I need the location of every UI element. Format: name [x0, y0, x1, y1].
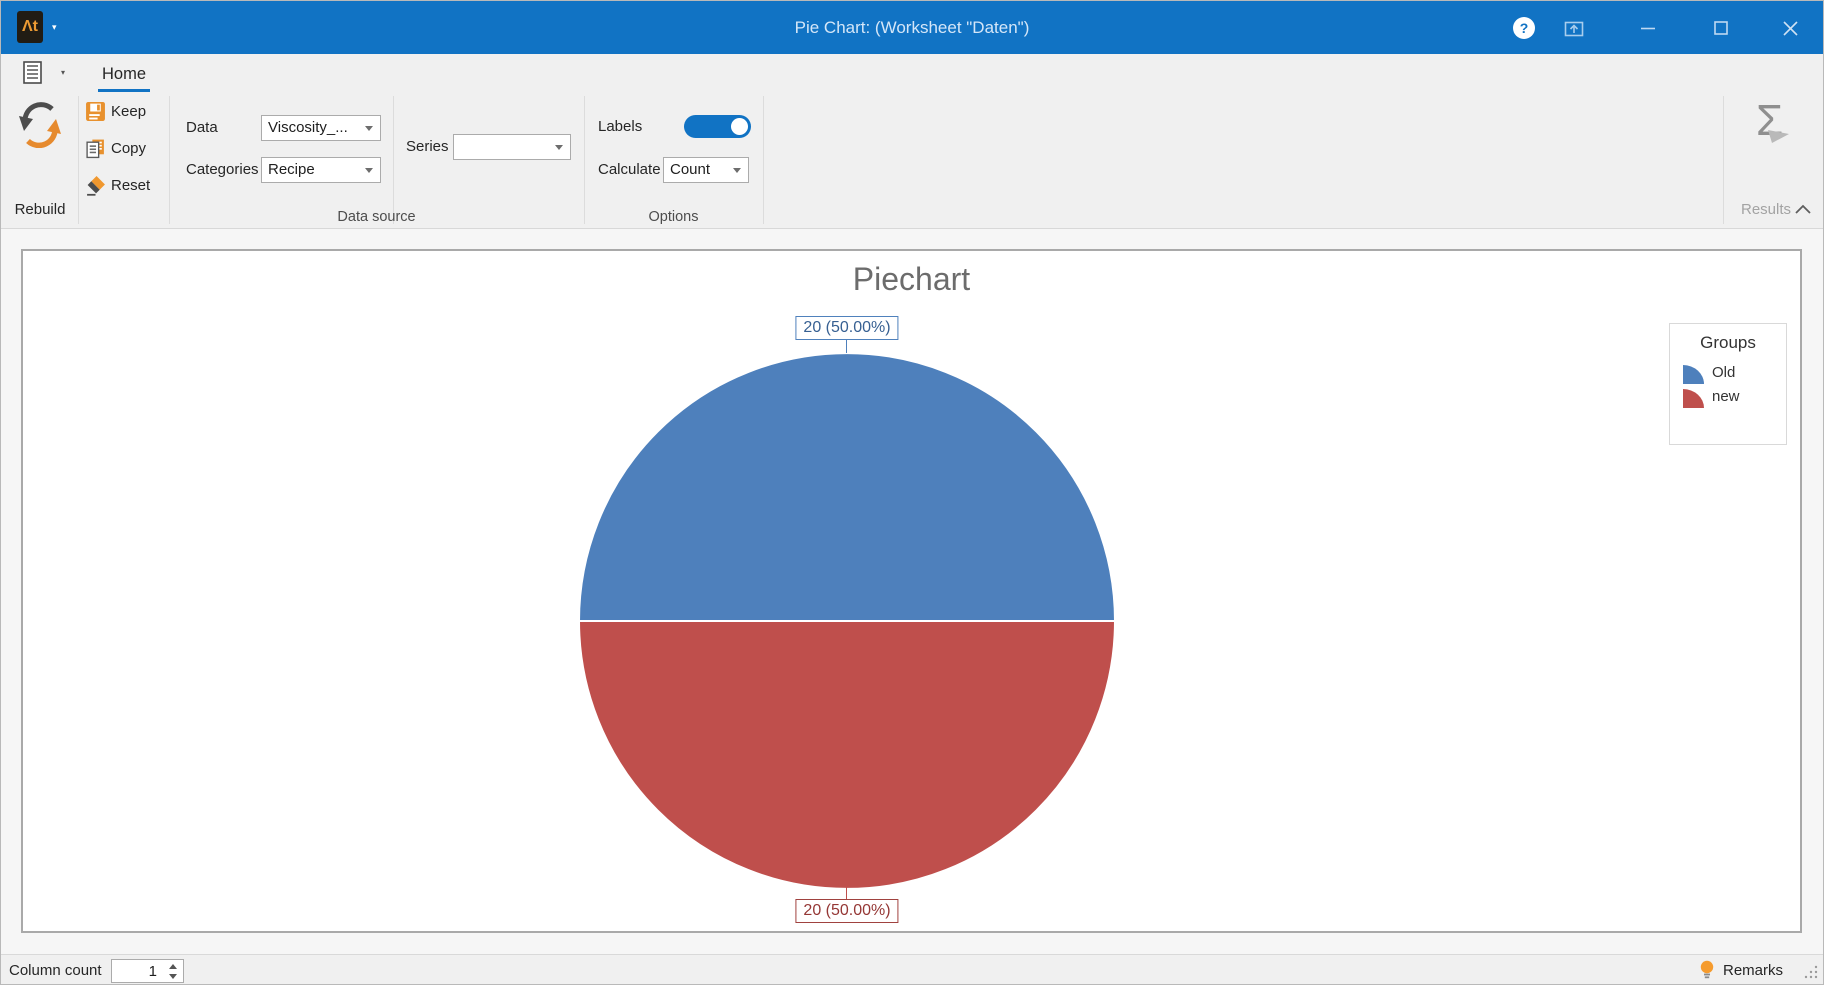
ribbon-divider: [1723, 96, 1724, 224]
pie-chart[interactable]: [567, 341, 1127, 901]
legend-swatch-icon: [1683, 389, 1704, 408]
column-count-label: Column count: [9, 962, 102, 979]
calculate-field-label: Calculate: [598, 161, 661, 178]
data-field-label: Data: [186, 119, 218, 136]
tab-home[interactable]: Home: [98, 59, 151, 92]
collapse-ribbon-button[interactable]: [1795, 202, 1813, 218]
pin-window-button[interactable]: [1561, 15, 1587, 41]
pin-window-icon: [1564, 21, 1584, 37]
pie-slice-new[interactable]: [577, 620, 1117, 890]
maximize-icon: [1714, 21, 1728, 35]
series-field-label: Series: [406, 138, 449, 155]
file-menu-button[interactable]: ▾: [23, 61, 65, 89]
lightbulb-icon: [1700, 960, 1714, 979]
chart-panel[interactable]: Piechart 20 (50.00%) 20 (50.00%) Groups …: [21, 249, 1802, 933]
resize-grip[interactable]: [1803, 964, 1819, 980]
rebuild-label: Rebuild: [14, 201, 66, 218]
legend-item-label: new: [1712, 388, 1740, 405]
results-button[interactable]: Σ Results: [1728, 94, 1804, 226]
help-button[interactable]: ?: [1511, 15, 1537, 41]
ribbon: ▾ Home Rebuild: [1, 54, 1823, 229]
chevron-up-icon: [1795, 204, 1811, 214]
labels-field-label: Labels: [598, 118, 643, 135]
calculate-dropdown-value: Count: [670, 161, 711, 178]
labels-toggle[interactable]: [684, 115, 751, 138]
ribbon-divider: [169, 96, 170, 224]
legend-title: Groups: [1700, 333, 1756, 352]
data-dropdown[interactable]: Viscosity_...: [261, 115, 381, 141]
group-label-data-source: Data source: [337, 209, 416, 225]
chevron-down-icon: [365, 126, 373, 131]
rebuild-button[interactable]: Rebuild: [5, 94, 75, 226]
titlebar: Ʌt ▾ Pie Chart: (Worksheet "Daten") ?: [1, 1, 1823, 54]
pie-slice-label-old[interactable]: 20 (50.00%): [795, 316, 899, 340]
chevron-down-icon: [365, 168, 373, 173]
categories-dropdown[interactable]: Recipe: [261, 157, 381, 183]
reset-button[interactable]: Reset: [83, 173, 169, 199]
reset-eraser-icon: [87, 176, 105, 196]
copy-button[interactable]: Copy: [83, 136, 169, 162]
categories-dropdown-value: Recipe: [268, 161, 315, 178]
ribbon-divider: [763, 96, 764, 224]
close-icon: [1782, 20, 1798, 36]
stepper-up-button[interactable]: [166, 961, 180, 971]
app-menu-caret-icon[interactable]: ▾: [52, 22, 57, 32]
rebuild-icon: [19, 102, 61, 149]
pie-slice-label-new[interactable]: 20 (50.00%): [795, 899, 899, 923]
ribbon-divider: [78, 96, 79, 224]
ribbon-divider: [584, 96, 585, 224]
column-count-stepper[interactable]: [111, 959, 184, 983]
data-dropdown-value: Viscosity_...: [268, 119, 348, 136]
arrow-up-icon: [169, 964, 177, 969]
chart-title[interactable]: Piechart: [852, 261, 971, 297]
categories-field-label: Categories: [186, 161, 259, 178]
reset-label: Reset: [111, 177, 151, 194]
stepper-down-button[interactable]: [166, 971, 180, 981]
label-leader-line: [846, 887, 847, 899]
help-icon: ?: [1513, 17, 1535, 39]
keep-label: Keep: [111, 103, 147, 120]
report-menu-icon: [23, 61, 42, 84]
chevron-down-icon: [733, 168, 741, 173]
legend-item-label: Old: [1712, 364, 1736, 381]
legend-item-new[interactable]: new: [1683, 387, 1786, 411]
legend[interactable]: Groups Old new: [1669, 323, 1787, 445]
group-label-options: Options: [648, 209, 699, 225]
series-dropdown[interactable]: [453, 134, 571, 160]
maximize-button[interactable]: [1708, 15, 1734, 41]
copy-icon: [86, 139, 104, 159]
label-leader-line: [846, 340, 847, 353]
menu-caret-icon: ▾: [60, 68, 65, 77]
chevron-down-icon: [555, 145, 563, 150]
remarks-label: Remarks: [1723, 962, 1784, 979]
toggle-knob: [731, 118, 748, 135]
window-title: Pie Chart: (Worksheet "Daten"): [794, 18, 1030, 37]
results-label: Results: [1740, 201, 1792, 218]
close-button[interactable]: [1777, 15, 1803, 41]
column-count-input[interactable]: [112, 960, 183, 982]
results-sigma-icon: Σ: [1742, 96, 1790, 152]
minimize-icon: [1641, 27, 1655, 30]
legend-item-old[interactable]: Old: [1683, 363, 1786, 387]
remarks-button[interactable]: Remarks: [1695, 955, 1799, 984]
minimize-button[interactable]: [1635, 15, 1661, 41]
pie-slice-Old[interactable]: [577, 352, 1117, 622]
keep-button[interactable]: Keep: [83, 99, 169, 125]
calculate-dropdown[interactable]: Count: [663, 157, 749, 183]
copy-label: Copy: [111, 140, 147, 157]
analysis-canvas: Piechart 20 (50.00%) 20 (50.00%) Groups …: [1, 229, 1823, 954]
app-logo-icon[interactable]: Ʌt: [17, 11, 43, 43]
statusbar: Column count Remarks: [1, 954, 1823, 984]
ribbon-divider: [393, 96, 394, 224]
legend-swatch-icon: [1683, 365, 1704, 384]
keep-save-icon: [86, 102, 105, 121]
arrow-down-icon: [169, 974, 177, 979]
